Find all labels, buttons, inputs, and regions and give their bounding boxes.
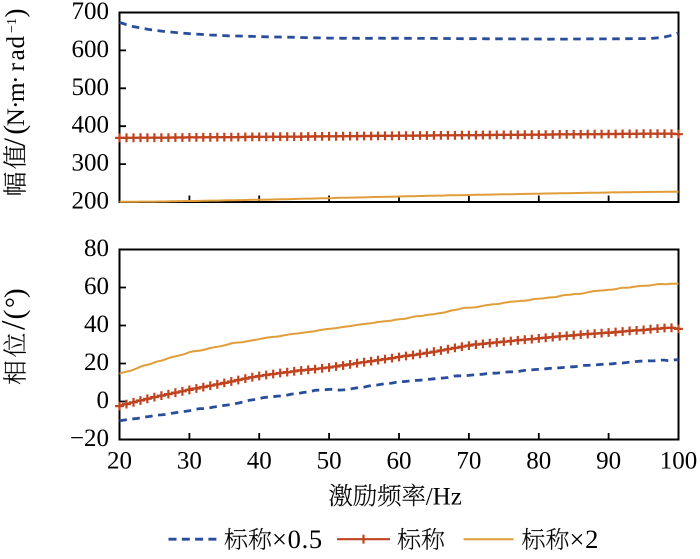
svg-text:80: 80 (526, 448, 551, 475)
svg-text:80: 80 (84, 235, 109, 262)
svg-text:°: ° (0, 297, 30, 308)
svg-text:/: / (0, 320, 32, 330)
svg-text:d: d (3, 36, 30, 49)
svg-text:r: r (3, 62, 30, 71)
svg-text:500: 500 (72, 74, 110, 101)
svg-text:100: 100 (660, 448, 698, 475)
svg-text:m: m (3, 82, 30, 102)
svg-text:a: a (3, 49, 30, 60)
svg-text:(: ( (0, 125, 31, 135)
svg-text:400: 400 (72, 112, 110, 139)
svg-text:90: 90 (596, 448, 621, 475)
svg-text:): ) (0, 288, 31, 298)
svg-text:(: ( (0, 310, 31, 320)
svg-text:−1: −1 (5, 18, 20, 33)
svg-text:·: · (3, 76, 30, 84)
svg-text:200: 200 (72, 188, 110, 215)
svg-text:60: 60 (84, 273, 109, 300)
svg-text:70: 70 (456, 448, 481, 475)
svg-text:0: 0 (97, 387, 110, 414)
svg-text:40: 40 (247, 448, 272, 475)
svg-text:): ) (0, 9, 30, 18)
svg-text:20: 20 (107, 448, 132, 475)
svg-text:/: / (0, 137, 31, 146)
svg-text:×0.5: ×0.5 (272, 524, 323, 554)
svg-text:−20: −20 (70, 425, 109, 452)
svg-text:40: 40 (84, 311, 109, 338)
svg-text:30: 30 (177, 448, 202, 475)
svg-text:600: 600 (72, 36, 110, 63)
svg-text:50: 50 (317, 448, 342, 475)
svg-text:300: 300 (72, 150, 110, 177)
svg-text:×2: ×2 (570, 524, 600, 554)
svg-text:·: · (3, 101, 30, 109)
svg-text:N: N (3, 108, 30, 126)
svg-text:20: 20 (84, 349, 109, 376)
svg-text:/Hz: /Hz (426, 484, 462, 511)
svg-text:60: 60 (387, 448, 412, 475)
svg-text:700: 700 (72, 0, 110, 25)
